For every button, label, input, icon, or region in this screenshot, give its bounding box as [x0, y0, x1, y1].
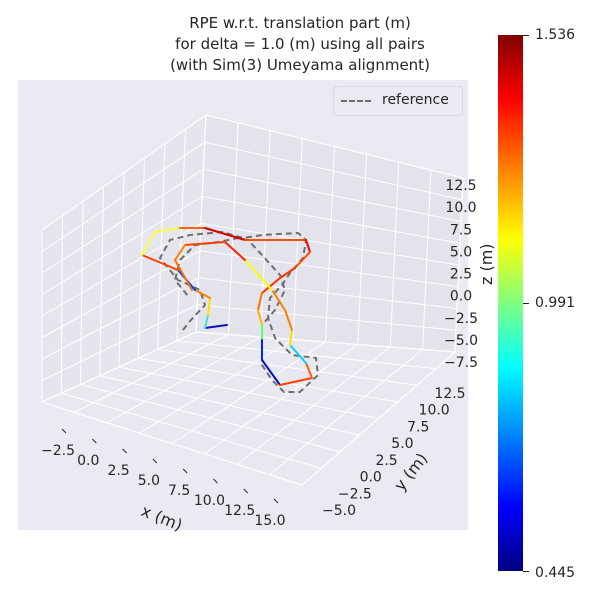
x-tick-label: 15.0: [254, 513, 285, 529]
y-tick-label: 12.5: [434, 386, 465, 402]
z-tick-label: −2.5: [444, 311, 478, 327]
x-tick-label: 2.5: [107, 463, 129, 479]
x-tick-mark: [213, 478, 218, 484]
legend-label: reference: [382, 92, 449, 108]
z-tick-label: 12.5: [445, 178, 476, 194]
chart-title-line-3: (with Sim(3) Umeyama alignment): [170, 56, 430, 74]
z-axis-label: z (m): [477, 243, 496, 285]
trajectory-segment: [279, 377, 313, 386]
z-tick-label: 10.0: [445, 200, 476, 216]
chart-title-line-1: RPE w.r.t. translation part (m): [189, 14, 411, 32]
x-tick-label: 7.5: [168, 483, 190, 499]
colorbar-tick-max: [523, 35, 529, 36]
y-tick-label: 0.0: [360, 470, 382, 486]
trajectory-segment: [207, 297, 211, 316]
x-tick-mark: [243, 488, 249, 494]
trajectory-segment: [174, 244, 186, 261]
trajectory-segment: [305, 239, 311, 253]
grid-line: [80, 384, 341, 453]
z-tick-label: 7.5: [450, 222, 472, 238]
grid-line: [41, 141, 463, 252]
trajectory-segment: [289, 329, 293, 346]
y-tick-label: −2.5: [338, 486, 372, 502]
trajectory-segment: [244, 259, 273, 291]
x-tick-label: 10.0: [194, 493, 225, 509]
x-tick-mark: [182, 468, 188, 474]
grid-line: [41, 250, 459, 338]
axis-ticks: −2.50.02.55.07.510.012.515.0−5.0−2.50.02…: [41, 178, 478, 529]
z-tick-label: 2.5: [450, 267, 472, 283]
y-tick-label: 5.0: [391, 436, 413, 452]
grid-line: [157, 349, 417, 386]
trajectory-segment: [305, 362, 313, 379]
legend-dashed-line-icon: [341, 100, 371, 102]
grid-line: [99, 375, 360, 436]
trajectory-segment: [257, 309, 263, 326]
estimated-trajectory: [141, 227, 313, 386]
x-tick-label: −2.5: [41, 443, 75, 459]
z-tick-label: −5.0: [444, 333, 478, 349]
grid-line: [138, 357, 398, 403]
grid-line: [176, 340, 436, 370]
trajectory-segment: [204, 227, 246, 241]
y-tick-label: 10.0: [419, 403, 450, 419]
grid-line: [41, 401, 303, 486]
trajectory-segment: [289, 344, 307, 364]
reference-line: [158, 230, 320, 393]
x-tick-label: 0.0: [77, 453, 99, 469]
trajectory-segment: [271, 289, 286, 311]
z-tick-label: 5.0: [450, 244, 472, 260]
grid-line: [41, 331, 456, 403]
grid-line: [41, 277, 458, 360]
grid-line: [61, 392, 322, 469]
colorbar: [498, 35, 523, 571]
trajectory-segment: [261, 359, 281, 386]
x-tick-mark: [152, 458, 158, 464]
trajectory-segment: [184, 241, 226, 246]
grid-line: [41, 168, 462, 274]
legend: reference: [333, 86, 463, 116]
grid-line: [41, 304, 457, 381]
trajectory-segment: [294, 251, 311, 269]
trajectory-segment: [141, 254, 179, 271]
x-tick-mark: [91, 438, 97, 444]
trajectory-segment: [284, 309, 293, 331]
colorbar-tick-mid: [523, 303, 529, 304]
x-tick-label: 12.5: [224, 503, 255, 519]
trajectory-segment: [141, 231, 156, 256]
colorbar-label-max: 1.536: [535, 27, 576, 43]
grid-line: [41, 114, 464, 231]
trajectory-segment: [204, 314, 209, 329]
trajectory-segment: [154, 227, 181, 233]
grid-line: [41, 222, 460, 317]
grid-lines: [41, 114, 464, 486]
x-tick-label: 5.0: [138, 473, 160, 489]
trajectory-segment: [194, 289, 211, 299]
trajectory-segment: [204, 324, 228, 329]
x-tick-mark: [122, 448, 127, 454]
y-tick-label: −5.0: [322, 503, 356, 519]
y-tick-label: 2.5: [375, 453, 397, 469]
trajectory-segment: [261, 277, 281, 294]
reference-trajectory: [158, 230, 320, 393]
trajectory-segment: [257, 292, 263, 311]
z-tick-label: −7.5: [444, 355, 478, 371]
colorbar-tick-min: [523, 571, 529, 572]
x-tick-mark: [273, 498, 279, 504]
grid-line: [41, 195, 461, 295]
x-tick-mark: [61, 428, 67, 434]
trajectory-segment: [224, 241, 246, 261]
chart-title-line-2: for delta = 1.0 (m) using all pairs: [175, 35, 425, 53]
colorbar-label-min: 0.445: [535, 565, 576, 581]
grid-line: [118, 366, 379, 419]
y-tick-label: 7.5: [407, 419, 429, 435]
trajectory-segment: [174, 259, 193, 291]
colorbar-label-mid: 0.991: [535, 295, 576, 311]
trajectory-segment: [279, 267, 296, 279]
z-tick-label: 0.0: [450, 289, 472, 305]
